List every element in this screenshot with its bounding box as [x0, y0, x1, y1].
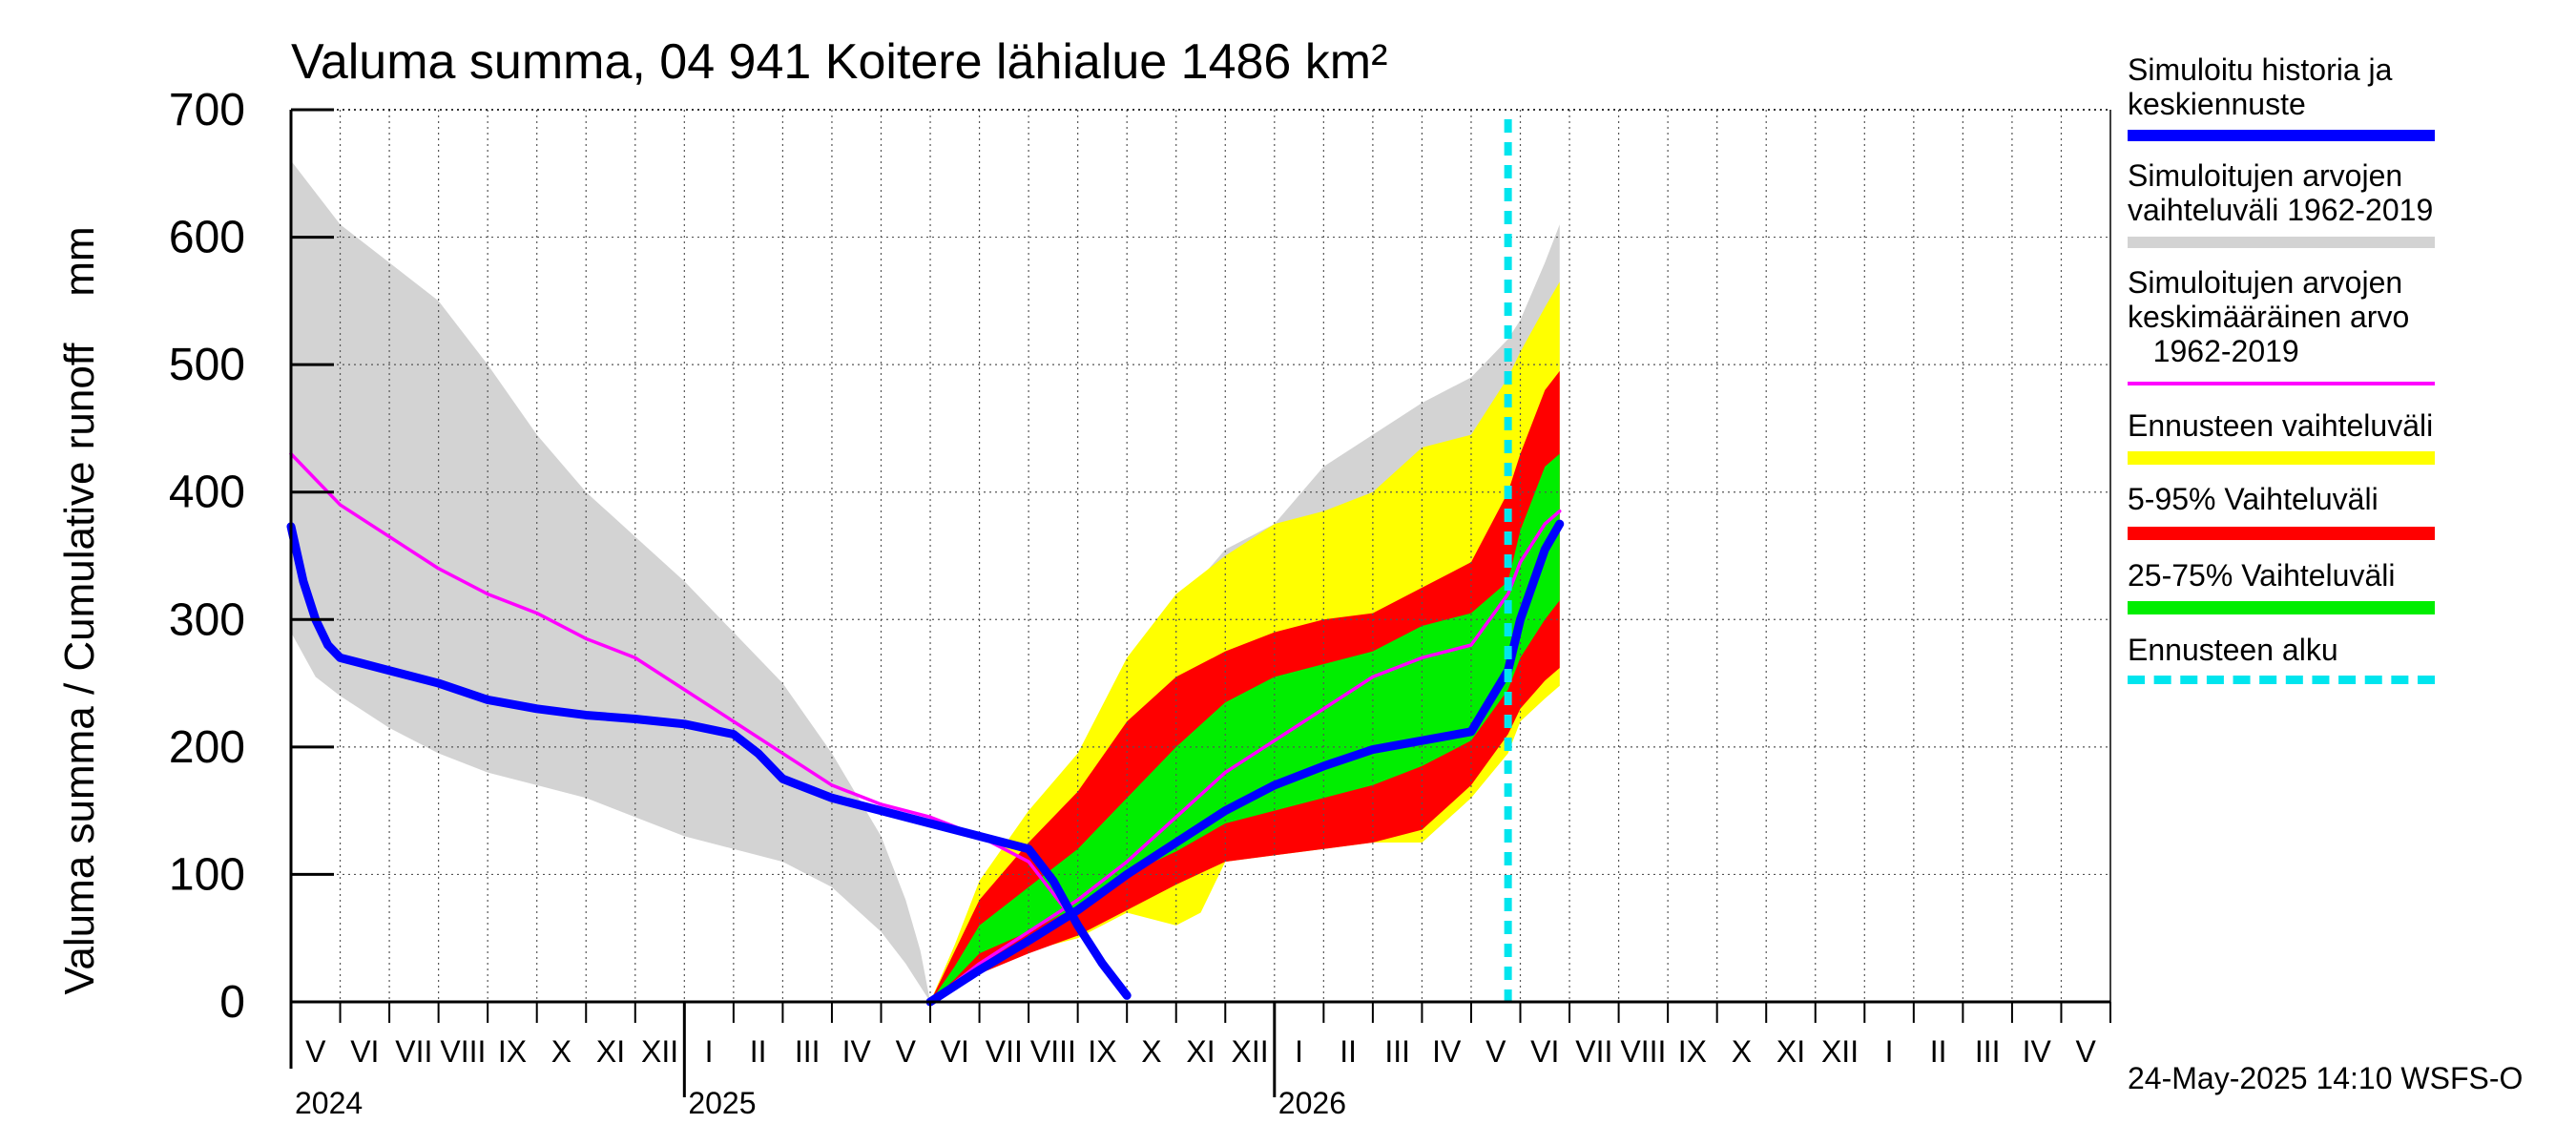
x-month-label: I	[1885, 1034, 1894, 1069]
x-month-label: VI	[941, 1034, 969, 1069]
series-line-simuloitu-historia-ja-keskiennuste	[925, 519, 1565, 1007]
legend-swatch-sim-mean	[2128, 382, 2435, 385]
x-month-label: XI	[1776, 1034, 1805, 1069]
x-year-label: 2024	[295, 1086, 363, 1120]
legend-label-sim-range: Simuloitujen arvojen vaihteluväli 1962-2…	[2128, 158, 2434, 227]
y-tick-label: 0	[219, 977, 245, 1028]
x-month-label: VIII	[1620, 1034, 1666, 1069]
x-month-label: II	[750, 1034, 767, 1069]
x-month-label: X	[1141, 1034, 1161, 1069]
x-month-label: XII	[1231, 1034, 1268, 1069]
x-month-label: V	[1485, 1034, 1506, 1069]
x-month-label: I	[705, 1034, 714, 1069]
x-month-label: VII	[1575, 1034, 1612, 1069]
x-month-label: VIII	[1030, 1034, 1076, 1069]
legend-swatch-forecast-range	[2128, 451, 2435, 465]
legend-swatch-forecast-start	[2128, 676, 2435, 684]
x-month-label: XI	[596, 1034, 625, 1069]
legend-label-forecast-start: Ennusteen alku	[2128, 633, 2338, 667]
series-line-simuloitu-historia-ja-keskiennuste	[286, 522, 1132, 1000]
y-tick-label: 400	[169, 468, 245, 518]
x-month-label: VI	[1530, 1034, 1559, 1069]
lines-layer	[286, 119, 1565, 1007]
x-month-label: III	[795, 1034, 821, 1069]
y-tick-label: 500	[169, 340, 245, 390]
y-axis-label: Valuma summa / Cumulative runoff mm	[56, 226, 103, 994]
x-month-label: VIII	[440, 1034, 486, 1069]
y-tick-label: 600	[169, 213, 245, 263]
series-line-simuloitujen-arvojen-keskim-r-inen-arvo-1962-2019	[928, 510, 1562, 1004]
legend-swatch-sim-range	[2128, 237, 2435, 248]
legend-swatch-sim-history	[2128, 130, 2435, 141]
x-month-label: I	[1295, 1034, 1303, 1069]
x-month-label: V	[305, 1034, 326, 1069]
y-tick-label: 200	[169, 722, 245, 773]
x-month-label: VI	[350, 1034, 379, 1069]
legend-label-sim-history: Simuloitu historia ja keskiennuste	[2128, 52, 2393, 121]
x-month-label: VII	[986, 1034, 1023, 1069]
band-25-75-vaihteluv-li	[930, 453, 1560, 1003]
x-month-label: II	[1930, 1034, 1947, 1069]
legend-swatch-25-75	[2128, 601, 2435, 614]
series-line-simuloitujen-arvojen-keskim-r-inen-arvo-1962-2019	[289, 451, 1129, 998]
x-month-label: IV	[2023, 1034, 2052, 1069]
x-month-label: XII	[641, 1034, 678, 1069]
x-year-label: 2026	[1278, 1086, 1346, 1120]
y-tick-label: 700	[169, 85, 245, 135]
x-month-label: VII	[395, 1034, 432, 1069]
x-month-label: IV	[842, 1034, 872, 1069]
x-month-label: V	[896, 1034, 917, 1069]
x-month-label: IV	[1432, 1034, 1462, 1069]
footer-timestamp: 24-May-2025 14:10 WSFS-O	[2128, 1061, 2524, 1095]
x-month-label: III	[1975, 1034, 2001, 1069]
legend-label-sim-mean: Simuloitujen arvojen keskimääräinen arvo…	[2128, 265, 2410, 368]
legend-label-5-95: 5-95% Vaihteluväli	[2128, 482, 2379, 516]
x-month-label: V	[2076, 1034, 2097, 1069]
x-month-label: II	[1340, 1034, 1357, 1069]
y-tick-label: 300	[169, 594, 245, 645]
bands-layer	[291, 160, 1560, 1003]
chart-title: Valuma summa, 04 941 Koitere lähialue 14…	[291, 34, 1387, 90]
x-month-label: IX	[1678, 1034, 1707, 1069]
legend-swatch-5-95	[2128, 527, 2435, 540]
x-month-label: XI	[1186, 1034, 1215, 1069]
x-year-label: 2025	[688, 1086, 756, 1120]
legend-label-forecast-range: Ennusteen vaihteluväli	[2128, 408, 2434, 443]
x-month-label: XII	[1821, 1034, 1859, 1069]
x-month-label: X	[1732, 1034, 1752, 1069]
legend-label-25-75: 25-75% Vaihteluväli	[2128, 558, 2396, 593]
x-month-label: IX	[498, 1034, 527, 1069]
y-tick-label: 100	[169, 849, 245, 900]
x-month-label: X	[551, 1034, 571, 1069]
x-month-label: IX	[1088, 1034, 1116, 1069]
x-month-label: III	[1384, 1034, 1410, 1069]
